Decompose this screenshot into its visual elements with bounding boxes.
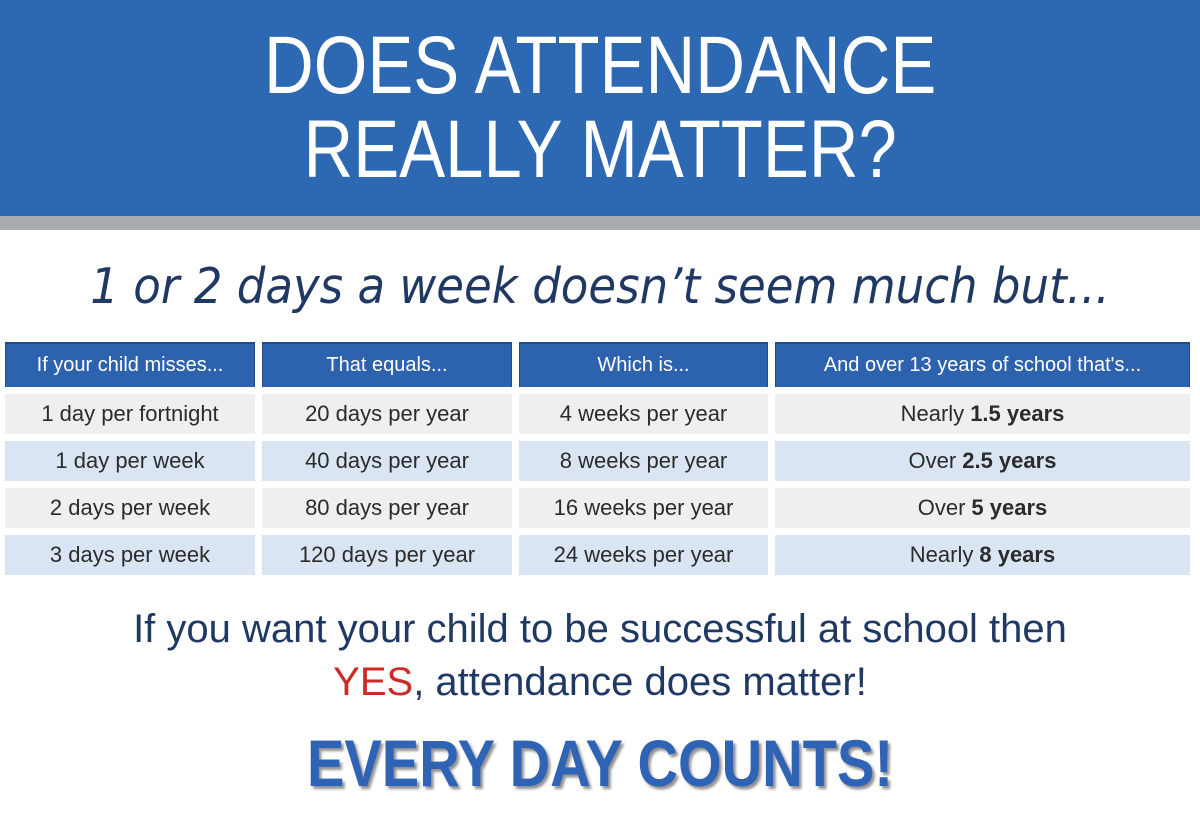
attendance-table: If your child misses... That equals... W… xyxy=(5,342,1195,575)
cell-over-13-years: Over 2.5 years xyxy=(775,441,1190,481)
divider-bar xyxy=(0,216,1200,230)
cell-equals: 80 days per year xyxy=(262,488,512,528)
cell-misses: 1 day per week xyxy=(5,441,255,481)
cell-over-prefix: Nearly xyxy=(900,401,965,426)
poster-title: DOES ATTENDANCE REALLY MATTER? xyxy=(264,24,936,192)
cell-over-value: 5 years xyxy=(971,495,1048,520)
cell-equals: 20 days per year xyxy=(262,394,512,434)
poster-header: DOES ATTENDANCE REALLY MATTER? xyxy=(0,0,1200,216)
poster-title-line1: DOES ATTENDANCE xyxy=(263,20,937,111)
cell-over-prefix: Over xyxy=(917,495,966,520)
column-header-equals: That equals... xyxy=(262,342,512,387)
cell-over-value: 1.5 years xyxy=(970,401,1065,426)
cell-which-is: 4 weeks per year xyxy=(519,394,768,434)
poster-title-line2: REALLY MATTER? xyxy=(303,104,897,195)
closing-line2: YES, attendance does matter! xyxy=(0,656,1200,709)
every-day-counts-slogan: EVERY DAY COUNTS! xyxy=(306,726,894,800)
cell-over-13-years: Over 5 years xyxy=(775,488,1190,528)
cell-which-is: 16 weeks per year xyxy=(519,488,768,528)
cell-over-prefix: Nearly xyxy=(909,542,974,567)
cell-over-13-years: Nearly 1.5 years xyxy=(775,394,1190,434)
cell-over-13-years: Nearly 8 years xyxy=(775,535,1190,575)
closing-message: If you want your child to be successful … xyxy=(0,603,1200,709)
column-header-misses: If your child misses... xyxy=(5,342,255,387)
cell-misses: 3 days per week xyxy=(5,535,255,575)
subtitle-text: 1 or 2 days a week doesn’t seem much but… xyxy=(90,258,1110,315)
column-header-which-is: Which is... xyxy=(519,342,768,387)
cell-over-prefix: Over xyxy=(908,448,957,473)
cell-which-is: 24 weeks per year xyxy=(519,535,768,575)
closing-line1: If you want your child to be successful … xyxy=(133,607,1067,651)
cell-over-value: 8 years xyxy=(979,542,1056,567)
closing-line2-rest: , attendance does matter! xyxy=(413,660,867,704)
closing-yes: YES xyxy=(333,660,414,704)
cell-equals: 120 days per year xyxy=(262,535,512,575)
cell-equals: 40 days per year xyxy=(262,441,512,481)
cell-misses: 2 days per week xyxy=(5,488,255,528)
cell-misses: 1 day per fortnight xyxy=(5,394,255,434)
column-header-over-13-years: And over 13 years of school that's... xyxy=(775,342,1190,387)
cell-which-is: 8 weeks per year xyxy=(519,441,768,481)
cell-over-value: 2.5 years xyxy=(962,448,1057,473)
